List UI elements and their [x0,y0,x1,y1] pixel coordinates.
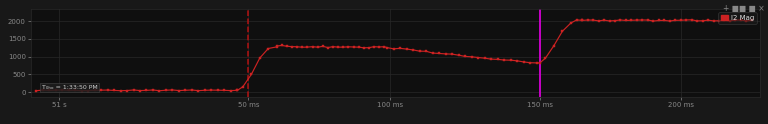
Text: + ■■ ■ ×: + ■■ ■ × [723,4,764,13]
Legend: I2 Mag: I2 Mag [718,12,756,24]
Text: T₀ₕₒ = 1:33:50 PM: T₀ₕₒ = 1:33:50 PM [41,85,98,90]
